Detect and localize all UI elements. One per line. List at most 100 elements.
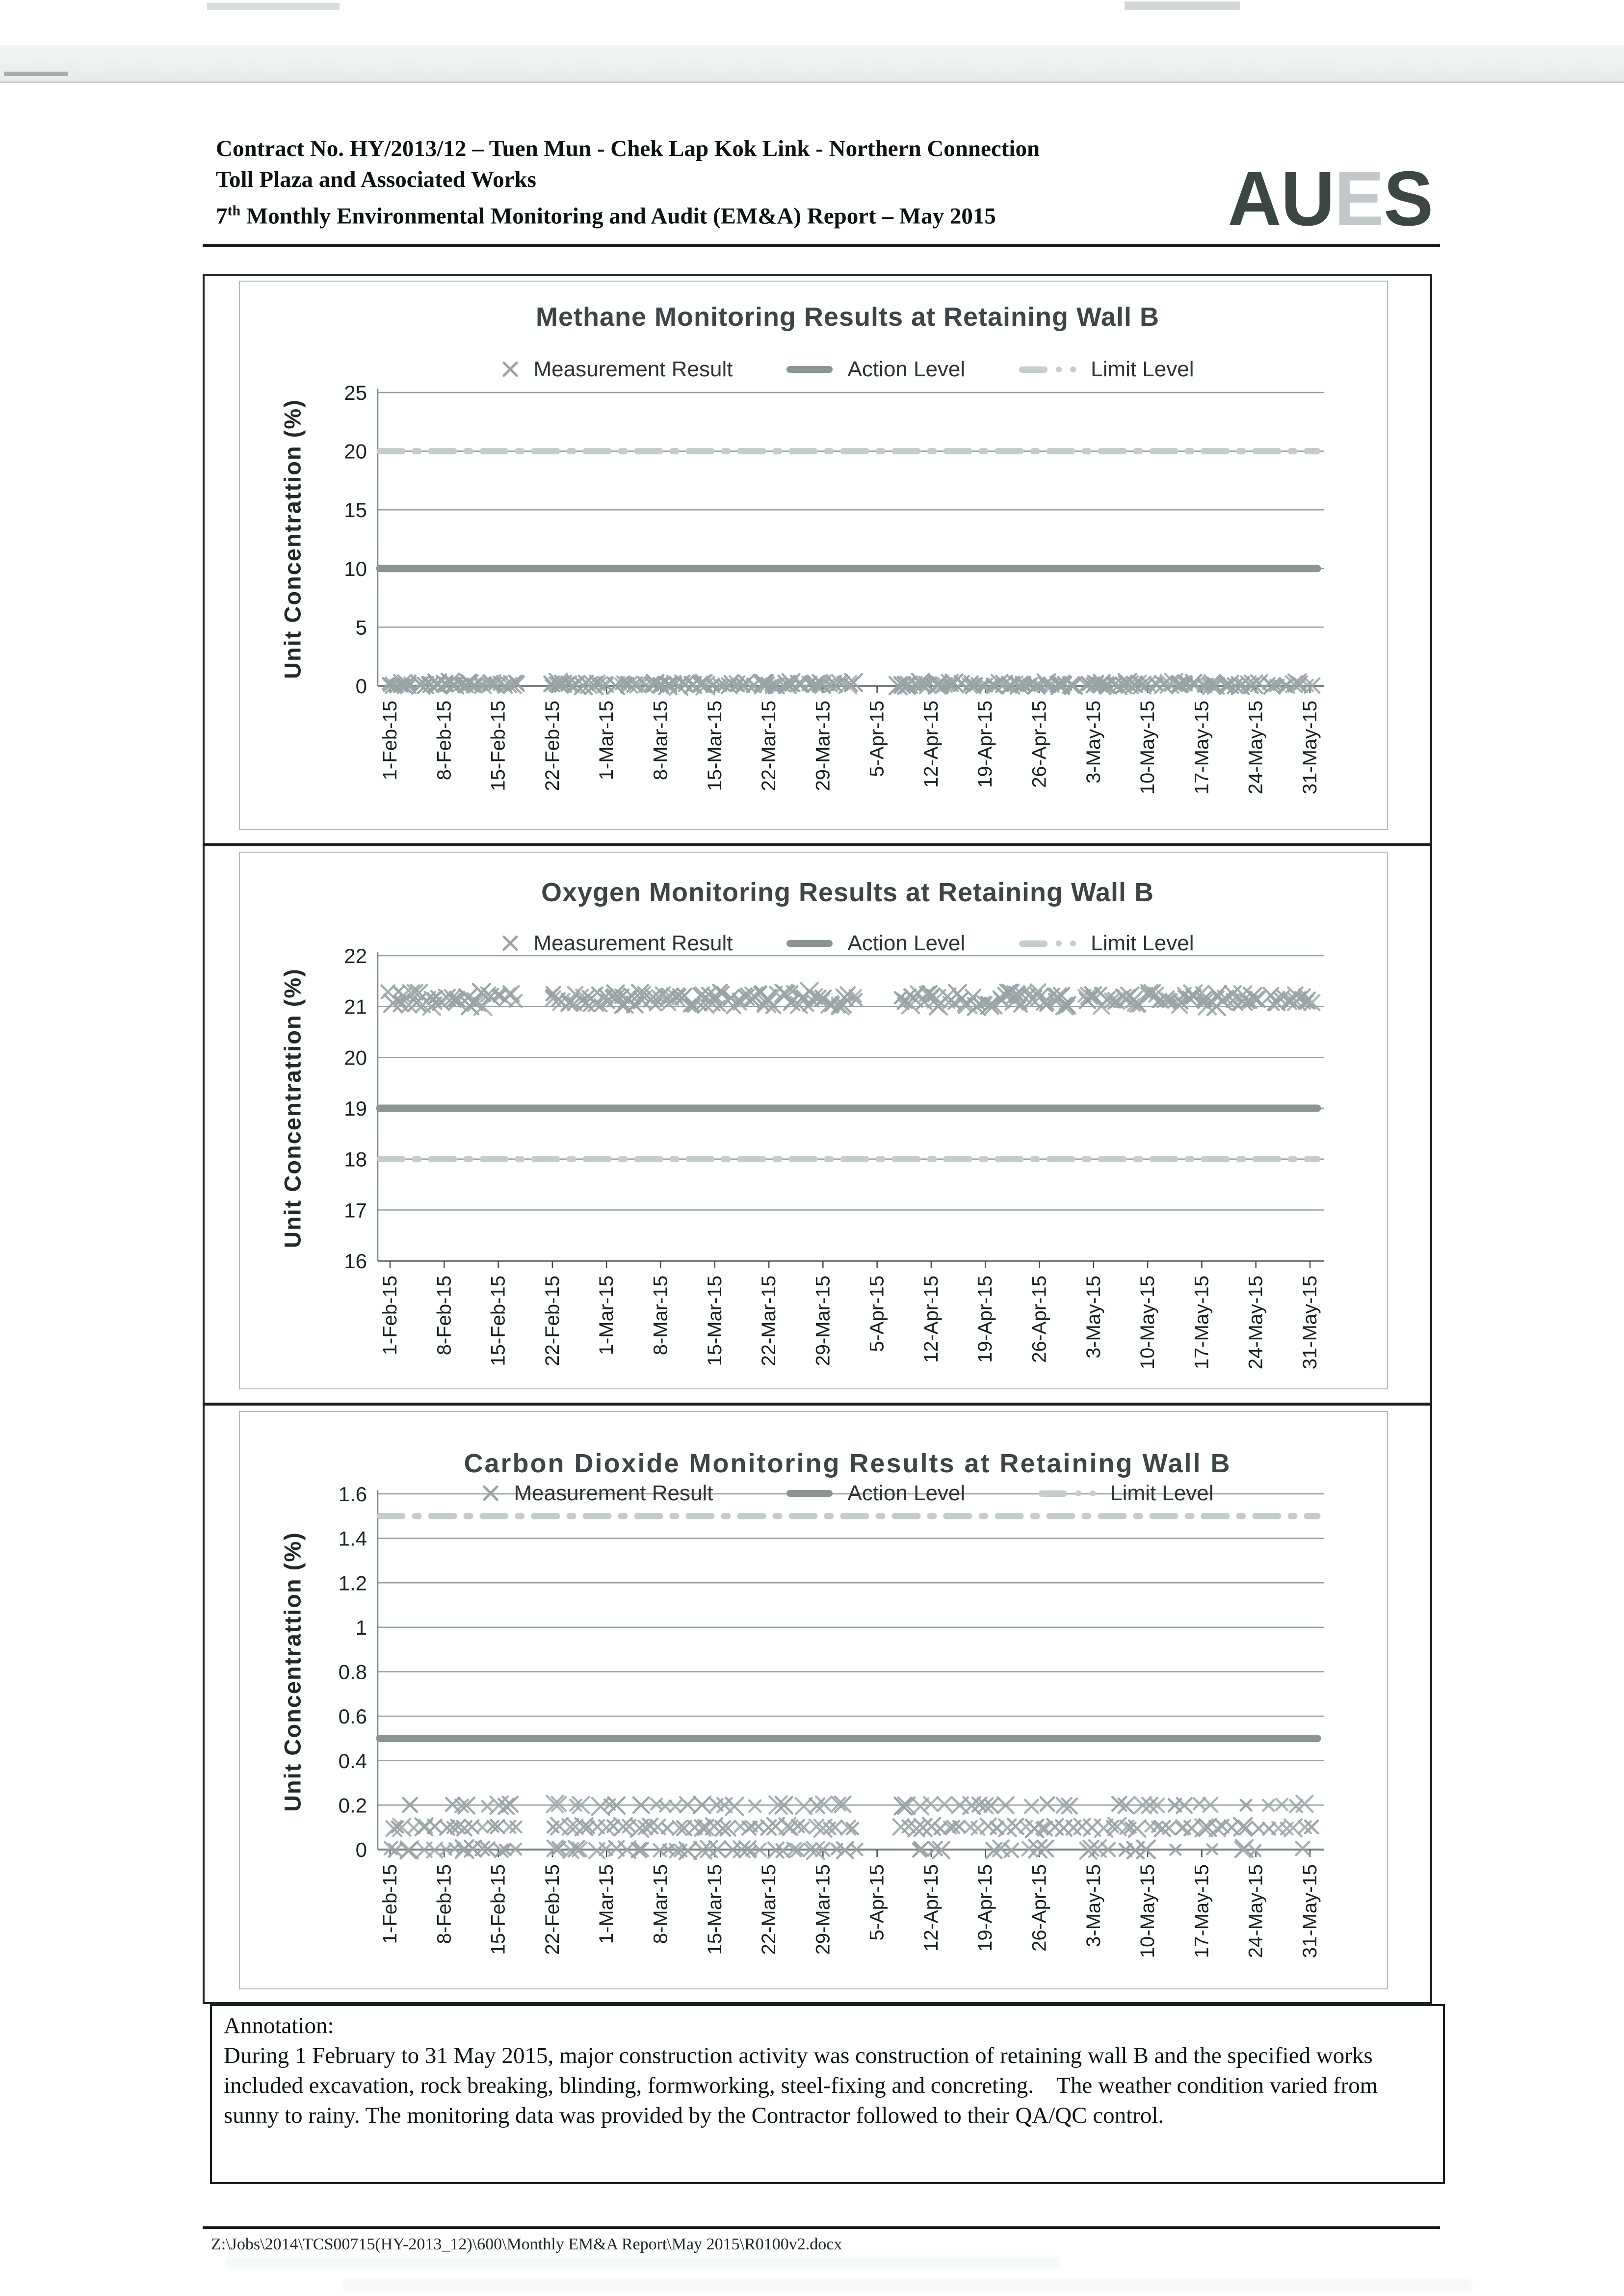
svg-text:10-May-15: 10-May-15 xyxy=(1137,701,1158,794)
svg-text:12-Apr-15: 12-Apr-15 xyxy=(920,701,942,788)
y-axis-label: Unit Concentrattion (%) xyxy=(279,1532,306,1812)
carbon-dioxide-plot: 0 0.2 0.4 0.6 0.8 1 1.2 1.4 1.6 1-Feb-15 8-Feb-15 1… xyxy=(339,1483,1324,1958)
chart-legend: Measurement Result Action Level Limit Le… xyxy=(378,1481,1317,1506)
svg-text:31-May-15: 31-May-15 xyxy=(1299,1864,1321,1958)
svg-text:15-Mar-15: 15-Mar-15 xyxy=(704,701,726,791)
svg-text:22-Mar-15: 22-Mar-15 xyxy=(758,1276,780,1366)
y-axis-label: Unit Concentrattion (%) xyxy=(279,968,306,1249)
aues-logo: AUES xyxy=(1228,155,1433,244)
svg-text:15-Mar-15: 15-Mar-15 xyxy=(704,1864,726,1955)
legend-action: Action Level xyxy=(786,1481,965,1506)
svg-text:1-Mar-15: 1-Mar-15 xyxy=(596,1864,617,1944)
svg-text:8-Feb-15: 8-Feb-15 xyxy=(433,1864,455,1944)
svg-text:1-Feb-15: 1-Feb-15 xyxy=(379,701,401,780)
legend-measurement: Measurement Result xyxy=(482,1481,713,1506)
action-line-icon xyxy=(786,940,833,947)
chart-legend: Measurement Result Action Level Limit Le… xyxy=(378,931,1317,956)
svg-text:0.8: 0.8 xyxy=(339,1661,367,1684)
svg-text:1.2: 1.2 xyxy=(339,1571,367,1594)
chart-frame xyxy=(239,281,1388,830)
svg-text:15-Feb-15: 15-Feb-15 xyxy=(488,701,509,791)
svg-text:18: 18 xyxy=(344,1148,367,1171)
annotation-box: Annotation: During 1 February to 31 May … xyxy=(210,2004,1445,2184)
scan-artifact xyxy=(207,3,340,10)
cell-divider xyxy=(203,1403,1432,1406)
chart-frame xyxy=(239,1411,1388,1989)
logo-letter: S xyxy=(1383,155,1433,242)
logo-letter: E xyxy=(1334,155,1384,242)
svg-text:19-Apr-15: 19-Apr-15 xyxy=(974,1864,996,1952)
y-axis-label: Unit Concentrattion (%) xyxy=(279,399,306,679)
chart-title: Oxygen Monitoring Results at Retaining W… xyxy=(541,878,1154,907)
svg-text:0: 0 xyxy=(356,675,367,698)
x-marker-icon xyxy=(482,1485,499,1502)
svg-text:3-May-15: 3-May-15 xyxy=(1083,701,1104,783)
header-line-2: Toll Plaza and Associated Works xyxy=(216,167,536,192)
svg-text:17-May-15: 17-May-15 xyxy=(1191,1276,1212,1369)
svg-text:0.4: 0.4 xyxy=(339,1749,367,1773)
svg-text:3-May-15: 3-May-15 xyxy=(1083,1276,1104,1358)
scan-artifact xyxy=(4,72,68,76)
svg-text:5-Apr-15: 5-Apr-15 xyxy=(866,1276,888,1352)
svg-text:19: 19 xyxy=(344,1097,367,1120)
carbon-dioxide-chart: 0 0.2 0.4 0.6 0.8 1 1.2 1.4 1.6 1-Feb-15 8-Feb-15 1… xyxy=(203,1404,1432,2004)
svg-text:8-Feb-15: 8-Feb-15 xyxy=(433,701,455,780)
svg-text:15-Mar-15: 15-Mar-15 xyxy=(704,1276,726,1366)
svg-text:17-May-15: 17-May-15 xyxy=(1191,701,1212,794)
svg-text:22-Feb-15: 22-Feb-15 xyxy=(542,1864,563,1955)
header-rule xyxy=(203,244,1440,247)
svg-text:1-Mar-15: 1-Mar-15 xyxy=(596,701,617,780)
svg-text:22-Mar-15: 22-Mar-15 xyxy=(758,701,780,791)
svg-text:24-May-15: 24-May-15 xyxy=(1245,1864,1267,1958)
x-marker-icon xyxy=(501,935,519,952)
svg-text:16: 16 xyxy=(344,1250,367,1273)
svg-text:24-May-15: 24-May-15 xyxy=(1245,1276,1267,1369)
header-line-1: Contract No. HY/2013/12 – Tuen Mun - Che… xyxy=(216,136,1040,161)
svg-text:1-Feb-15: 1-Feb-15 xyxy=(379,1276,401,1355)
svg-text:19-Apr-15: 19-Apr-15 xyxy=(974,701,996,788)
svg-text:12-Apr-15: 12-Apr-15 xyxy=(920,1864,942,1952)
svg-text:22-Feb-15: 22-Feb-15 xyxy=(542,1276,563,1366)
svg-text:8-Feb-15: 8-Feb-15 xyxy=(433,1276,455,1355)
svg-text:0: 0 xyxy=(356,1838,367,1861)
svg-text:5-Apr-15: 5-Apr-15 xyxy=(866,701,888,777)
chart-frame xyxy=(239,852,1388,1389)
chart-title: Carbon Dioxide Monitoring Results at Ret… xyxy=(464,1449,1231,1478)
oxygen-chart: 16 17 18 19 20 21 22 1-Feb-15 8-Feb-15 15-Feb-15 2… xyxy=(203,845,1432,1404)
footer-file-path: Z:\Jobs\2014\TCS00715(HY-2013_12)\600\Mo… xyxy=(211,2235,842,2253)
legend-measurement: Measurement Result xyxy=(501,357,733,382)
svg-text:15: 15 xyxy=(344,498,367,522)
svg-text:20: 20 xyxy=(344,440,367,463)
chart-legend: Measurement Result Action Level Limit Le… xyxy=(378,357,1317,382)
limit-line-icon xyxy=(1019,366,1076,373)
svg-text:10-May-15: 10-May-15 xyxy=(1137,1864,1158,1958)
svg-text:25: 25 xyxy=(344,381,367,404)
svg-text:17-May-15: 17-May-15 xyxy=(1191,1864,1212,1958)
svg-text:1-Mar-15: 1-Mar-15 xyxy=(596,1276,617,1355)
legend-action: Action Level xyxy=(786,357,965,382)
svg-text:31-May-15: 31-May-15 xyxy=(1299,701,1321,794)
limit-line-icon xyxy=(1019,940,1076,947)
svg-text:19-Apr-15: 19-Apr-15 xyxy=(974,1276,996,1363)
chart-title: Methane Monitoring Results at Retaining … xyxy=(535,302,1160,332)
scan-bleedthrough xyxy=(343,2279,1472,2292)
cell-divider xyxy=(203,843,1432,846)
legend-action: Action Level xyxy=(786,931,965,956)
legend-limit: Limit Level xyxy=(1019,357,1194,382)
svg-text:24-May-15: 24-May-15 xyxy=(1245,701,1267,794)
svg-text:1.4: 1.4 xyxy=(339,1527,367,1550)
svg-text:8-Mar-15: 8-Mar-15 xyxy=(650,1864,671,1944)
svg-text:31-May-15: 31-May-15 xyxy=(1299,1276,1321,1369)
svg-text:1: 1 xyxy=(356,1616,367,1639)
oxygen-plot: 16 17 18 19 20 21 22 1-Feb-15 8-Feb-15 15-Feb-15 2… xyxy=(344,944,1324,1369)
svg-text:29-Mar-15: 29-Mar-15 xyxy=(812,701,834,791)
header-line-3: 7th Monthly Environmental Monitoring and… xyxy=(216,203,996,229)
methane-plot: 0 5 10 15 20 25 1-Feb-15 8-Feb-15 15-Feb-15 22-Fe… xyxy=(344,381,1324,794)
scan-artifact xyxy=(1125,1,1240,10)
legend-measurement: Measurement Result xyxy=(501,931,733,956)
svg-text:26-Apr-15: 26-Apr-15 xyxy=(1029,1864,1050,1952)
legend-limit: Limit Level xyxy=(1019,931,1194,956)
footer-rule xyxy=(203,2226,1440,2229)
svg-text:8-Mar-15: 8-Mar-15 xyxy=(650,701,671,780)
